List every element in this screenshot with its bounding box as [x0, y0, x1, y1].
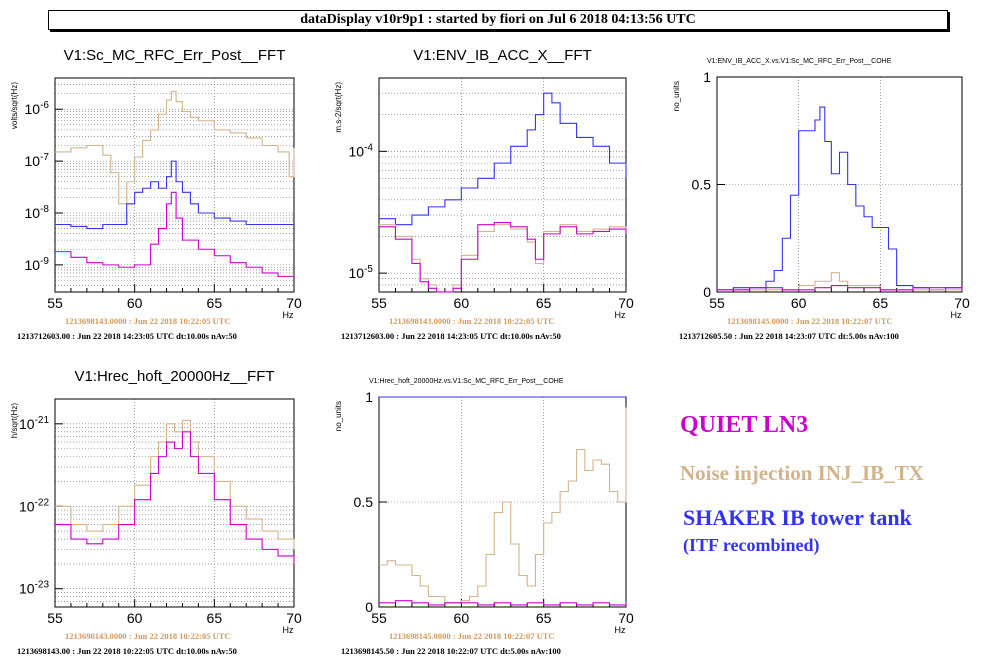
x-tick-label: 55: [371, 295, 387, 311]
y-tick-label: 0.5: [692, 177, 712, 193]
y-tick-label: 10-22: [19, 497, 49, 514]
x-tick-label: 70: [618, 610, 634, 626]
x-tick-label: 60: [454, 610, 470, 626]
x-tick-label: 65: [207, 295, 223, 311]
y-tick-label: 0.5: [354, 494, 374, 510]
y-tick-label: 10-23: [19, 580, 49, 597]
series-shaker: [55, 160, 294, 230]
chart-title: V1:Hrec_hoft_20000Hz.vs.V1:Sc_MC_RFC_Err…: [369, 378, 564, 385]
plot-frame: [378, 77, 627, 293]
x-tick-label: 55: [47, 295, 63, 311]
y-tick-label: 10-7: [25, 152, 50, 169]
window-title: dataDisplay v10r9p1 : started by fiori o…: [48, 10, 948, 30]
grid: [716, 76, 963, 293]
x-tick-label: 55: [371, 610, 387, 626]
y-tick-label: 1: [703, 69, 711, 85]
x-tick-label: 60: [454, 295, 470, 311]
x-tick-label: 70: [286, 610, 302, 626]
series-shaker: [379, 92, 627, 226]
chart-title: V1:Hrec_hoft_20000Hz__FFT: [74, 368, 274, 385]
x-axis-label: Hz: [283, 625, 294, 635]
x-tick-label: 65: [873, 295, 889, 311]
footer-label: 1213712603.00 : Jun 22 2018 14:23:05 UTC…: [341, 331, 561, 341]
legend-shaker: SHAKER IB tower tank: [683, 505, 912, 530]
chart-title: V1:ENV_IB_ACC_X__FFT: [413, 47, 591, 64]
x-tick-label: 60: [127, 610, 143, 626]
series-noise: [379, 407, 627, 604]
chart-panel-3: V1:ENV_IB_ACC_X.vs.V1:Sc_MC_RFC_Err_Post…: [672, 58, 970, 341]
y-tick-label: 1: [365, 389, 373, 405]
x-tick-label: 60: [127, 295, 143, 311]
series-noise: [55, 419, 295, 550]
series-quiet: [55, 431, 295, 564]
y-tick-label: 10-21: [19, 415, 49, 432]
y-axis-label: no_units: [334, 401, 343, 431]
ref-time-label: 1213698145.0000 : Jun 22 2018 10:22:07 U…: [727, 316, 893, 326]
series-quiet: [379, 222, 627, 293]
x-tick-label: 55: [709, 295, 725, 311]
plot-frame: [54, 398, 295, 608]
footer-label: 1213698145.50 : Jun 22 2018 10:22:07 UTC…: [341, 646, 561, 656]
y-tick-label: 10-6: [25, 100, 50, 117]
y-tick-label: 10-8: [25, 204, 50, 221]
x-axis-label: Hz: [283, 310, 294, 320]
grid: [54, 78, 295, 292]
x-axis-label: Hz: [615, 310, 626, 320]
ref-time-label: 1213698143.0000 : Jun 22 2018 10:22:05 U…: [65, 631, 231, 641]
y-tick-label: 10-4: [349, 142, 374, 159]
x-tick-label: 65: [536, 295, 552, 311]
series-quiet: [55, 191, 294, 277]
footer-label: 1213698143.00 : Jun 22 2018 10:22:05 UTC…: [17, 646, 237, 656]
y-axis-label: volts/sqrt(Hz): [10, 82, 19, 129]
y-axis-label: m.s-2/sqrt(Hz): [334, 82, 343, 133]
x-tick-label: 60: [791, 295, 807, 311]
y-axis-label: h/sqrt(Hz): [10, 403, 19, 438]
y-tick-label: 10-9: [25, 256, 50, 273]
x-axis-label: Hz: [615, 625, 626, 635]
x-tick-label: 55: [47, 610, 63, 626]
series-quiet: [717, 285, 963, 291]
x-axis-label: Hz: [951, 310, 962, 320]
y-tick-label: 0: [365, 599, 373, 615]
grid: [378, 78, 627, 292]
series-noise: [379, 224, 627, 293]
x-tick-label: 65: [536, 610, 552, 626]
footer-label: 1213712603.00 : Jun 22 2018 14:23:05 UTC…: [17, 331, 237, 341]
series-shaker: [717, 106, 963, 291]
ref-time-label: 1213698143.0000 : Jun 22 2018 10:22:05 U…: [389, 316, 555, 326]
series-noise: [717, 272, 962, 291]
ref-time-label: 1213698143.0000 : Jun 22 2018 10:22:05 U…: [65, 316, 231, 326]
chart-panel-5: V1:Hrec_hoft_20000Hz.vs.V1:Sc_MC_RFC_Err…: [334, 378, 634, 656]
ref-time-label: 1213698145.0000 : Jun 22 2018 10:22:07 U…: [389, 631, 555, 641]
chart-title: V1:ENV_IB_ACC_X.vs.V1:Sc_MC_RFC_Err_Post…: [707, 58, 892, 65]
x-tick-label: 70: [954, 295, 970, 311]
plot-frame: [54, 77, 295, 293]
chart-title: V1:Sc_MC_RFC_Err_Post__FFT: [64, 47, 286, 64]
legend-noise: Noise injection INJ_IB_TX: [680, 461, 924, 485]
y-tick-label: 0: [703, 284, 711, 300]
series-noise: [55, 90, 295, 205]
x-tick-label: 70: [618, 295, 634, 311]
x-tick-label: 70: [286, 295, 302, 311]
footer-label: 1213712605.50 : Jun 22 2018 14:23:07 UTC…: [679, 331, 899, 341]
y-axis-label: no_units: [672, 81, 681, 111]
x-tick-label: 65: [207, 610, 223, 626]
y-tick-label: 10-5: [349, 264, 374, 281]
legend-itf: (ITF recombined): [683, 535, 820, 555]
legend-quiet: QUIET LN3: [680, 412, 809, 438]
series-quiet: [379, 600, 627, 606]
